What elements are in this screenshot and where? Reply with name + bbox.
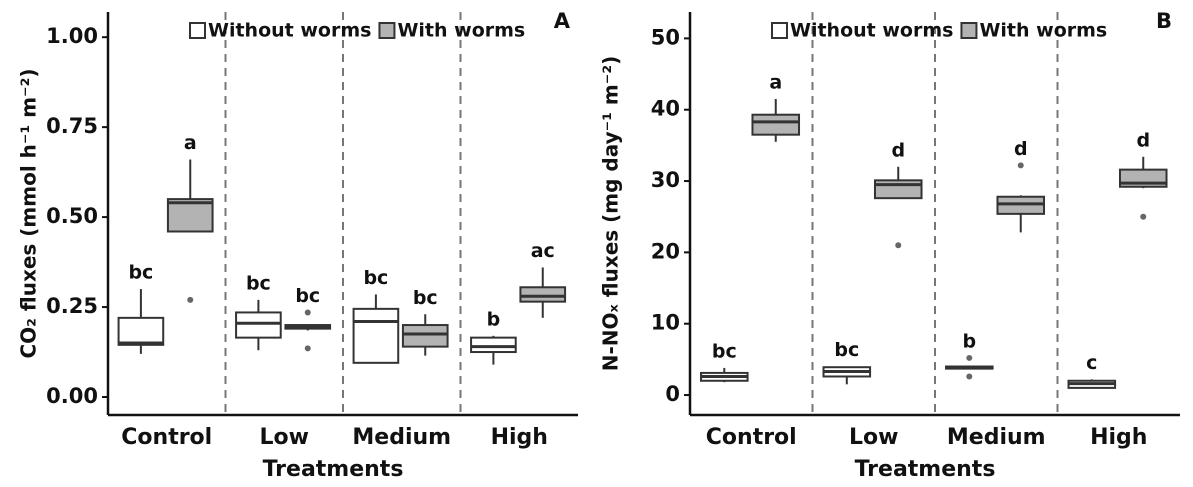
significance-letter: bc (246, 272, 271, 294)
panel-label: B (1156, 9, 1172, 33)
legend-swatch (771, 22, 788, 39)
y-tick-label: 10 (651, 311, 680, 335)
box (401, 324, 449, 348)
significance-letter: a (184, 132, 197, 154)
legend-label: Without worms (208, 20, 371, 42)
y-tick-label: 40 (651, 97, 680, 121)
box (751, 113, 801, 136)
significance-letter: ac (531, 240, 555, 262)
legend-swatch (189, 22, 206, 39)
legend-swatch (960, 22, 978, 39)
significance-letter: b (962, 330, 976, 352)
x-axis-label: Treatments (263, 457, 404, 482)
y-tick-label: 50 (651, 25, 680, 49)
x-tick-label: Low (260, 425, 309, 450)
legend-swatch (378, 22, 396, 39)
y-tick-label: 20 (651, 239, 680, 263)
x-tick-label: Control (706, 425, 797, 450)
y-axis-label: CO₂ fluxes (mmol h⁻¹ m⁻²) (17, 69, 41, 359)
significance-letter: bc (413, 287, 438, 309)
box (166, 198, 214, 233)
significance-letter: bc (712, 340, 737, 362)
y-tick-label: 0 (665, 382, 680, 406)
box (519, 286, 567, 303)
box (117, 316, 165, 346)
outlier (895, 242, 902, 249)
y-axis-label: N-NOₓ fluxes (mg day⁻¹ m⁻²) (599, 56, 623, 371)
x-tick-label: Control (121, 425, 212, 450)
significance-letter: bc (128, 262, 153, 284)
box (470, 336, 517, 354)
panel-label: A (554, 9, 571, 33)
outlier (304, 309, 311, 316)
box (873, 179, 923, 200)
y-tick-label: 0.00 (46, 384, 98, 408)
x-tick-label: Medium (947, 425, 1046, 450)
significance-letter: bc (363, 267, 388, 289)
significance-letter: b (487, 308, 501, 330)
y-tick-label: 0.25 (46, 294, 98, 318)
outlier (1017, 162, 1024, 169)
box (352, 307, 400, 364)
significance-letter: d (1014, 138, 1028, 160)
y-tick-label: 0.75 (46, 114, 98, 138)
x-tick-label: High (491, 425, 548, 450)
outlier (187, 296, 194, 303)
outlier (304, 345, 311, 352)
outlier (1140, 213, 1147, 220)
y-tick-label: 30 (651, 168, 680, 192)
x-axis-label: Treatments (855, 457, 996, 482)
significance-letter: bc (295, 285, 320, 307)
y-tick-label: 0.50 (46, 204, 98, 228)
significance-letter: bc (834, 339, 859, 361)
x-tick-label: Low (849, 425, 898, 450)
outlier (966, 373, 973, 380)
legend-label: With worms (979, 20, 1107, 42)
legend-label: Without worms (790, 20, 953, 42)
box (235, 311, 282, 339)
x-tick-label: Medium (352, 425, 451, 450)
x-tick-label: High (1090, 425, 1147, 450)
significance-letter: d (891, 139, 905, 161)
significance-letter: d (1136, 129, 1150, 151)
outlier (966, 354, 973, 361)
y-tick-label: 1.00 (46, 24, 98, 48)
significance-letter: a (769, 72, 782, 94)
significance-letter: c (1086, 352, 1097, 374)
legend-label: With worms (397, 20, 525, 42)
